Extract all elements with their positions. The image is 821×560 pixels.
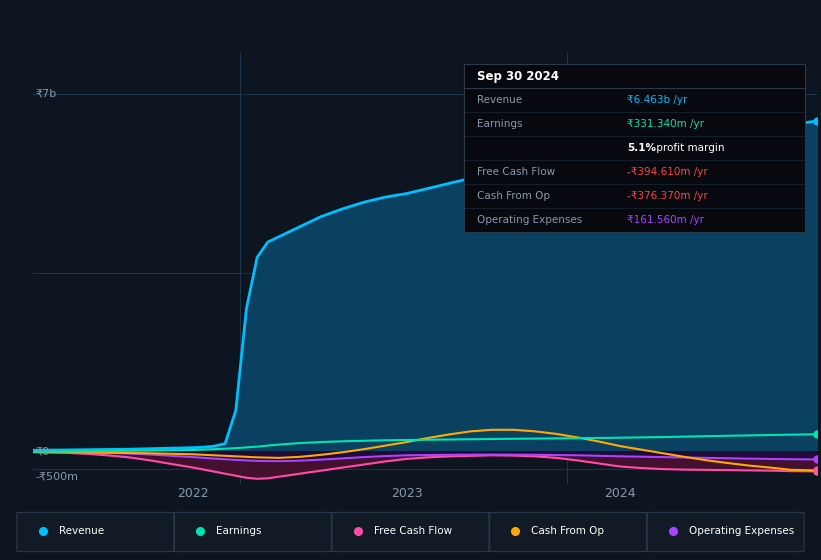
Text: ₹7b: ₹7b [35,89,56,99]
Text: Operating Expenses: Operating Expenses [689,526,794,536]
Text: Revenue: Revenue [59,526,104,536]
Text: -₹394.610m /yr: -₹394.610m /yr [627,167,709,178]
Text: Cash From Op: Cash From Op [478,192,551,202]
FancyBboxPatch shape [175,512,332,552]
FancyBboxPatch shape [647,512,804,552]
Text: ₹331.340m /yr: ₹331.340m /yr [627,119,704,129]
Text: Revenue: Revenue [478,95,523,105]
Text: ₹0: ₹0 [35,446,49,456]
Text: 2024: 2024 [604,487,636,500]
Text: Free Cash Flow: Free Cash Flow [374,526,452,536]
Text: 2023: 2023 [391,487,423,500]
Text: Earnings: Earnings [478,119,523,129]
Text: Free Cash Flow: Free Cash Flow [478,167,556,178]
Text: ₹161.560m /yr: ₹161.560m /yr [627,216,704,226]
Text: Sep 30 2024: Sep 30 2024 [478,70,559,83]
Text: profit margin: profit margin [653,143,724,153]
Text: 2022: 2022 [177,487,209,500]
Text: ₹6.463b /yr: ₹6.463b /yr [627,95,688,105]
Text: Earnings: Earnings [216,526,262,536]
FancyBboxPatch shape [332,512,489,552]
Text: 5.1%: 5.1% [627,143,657,153]
Text: Cash From Op: Cash From Op [531,526,604,536]
FancyBboxPatch shape [17,512,174,552]
FancyBboxPatch shape [489,512,646,552]
Text: Operating Expenses: Operating Expenses [478,216,583,226]
Text: -₹376.370m /yr: -₹376.370m /yr [627,192,709,202]
Text: -₹500m: -₹500m [35,472,78,482]
